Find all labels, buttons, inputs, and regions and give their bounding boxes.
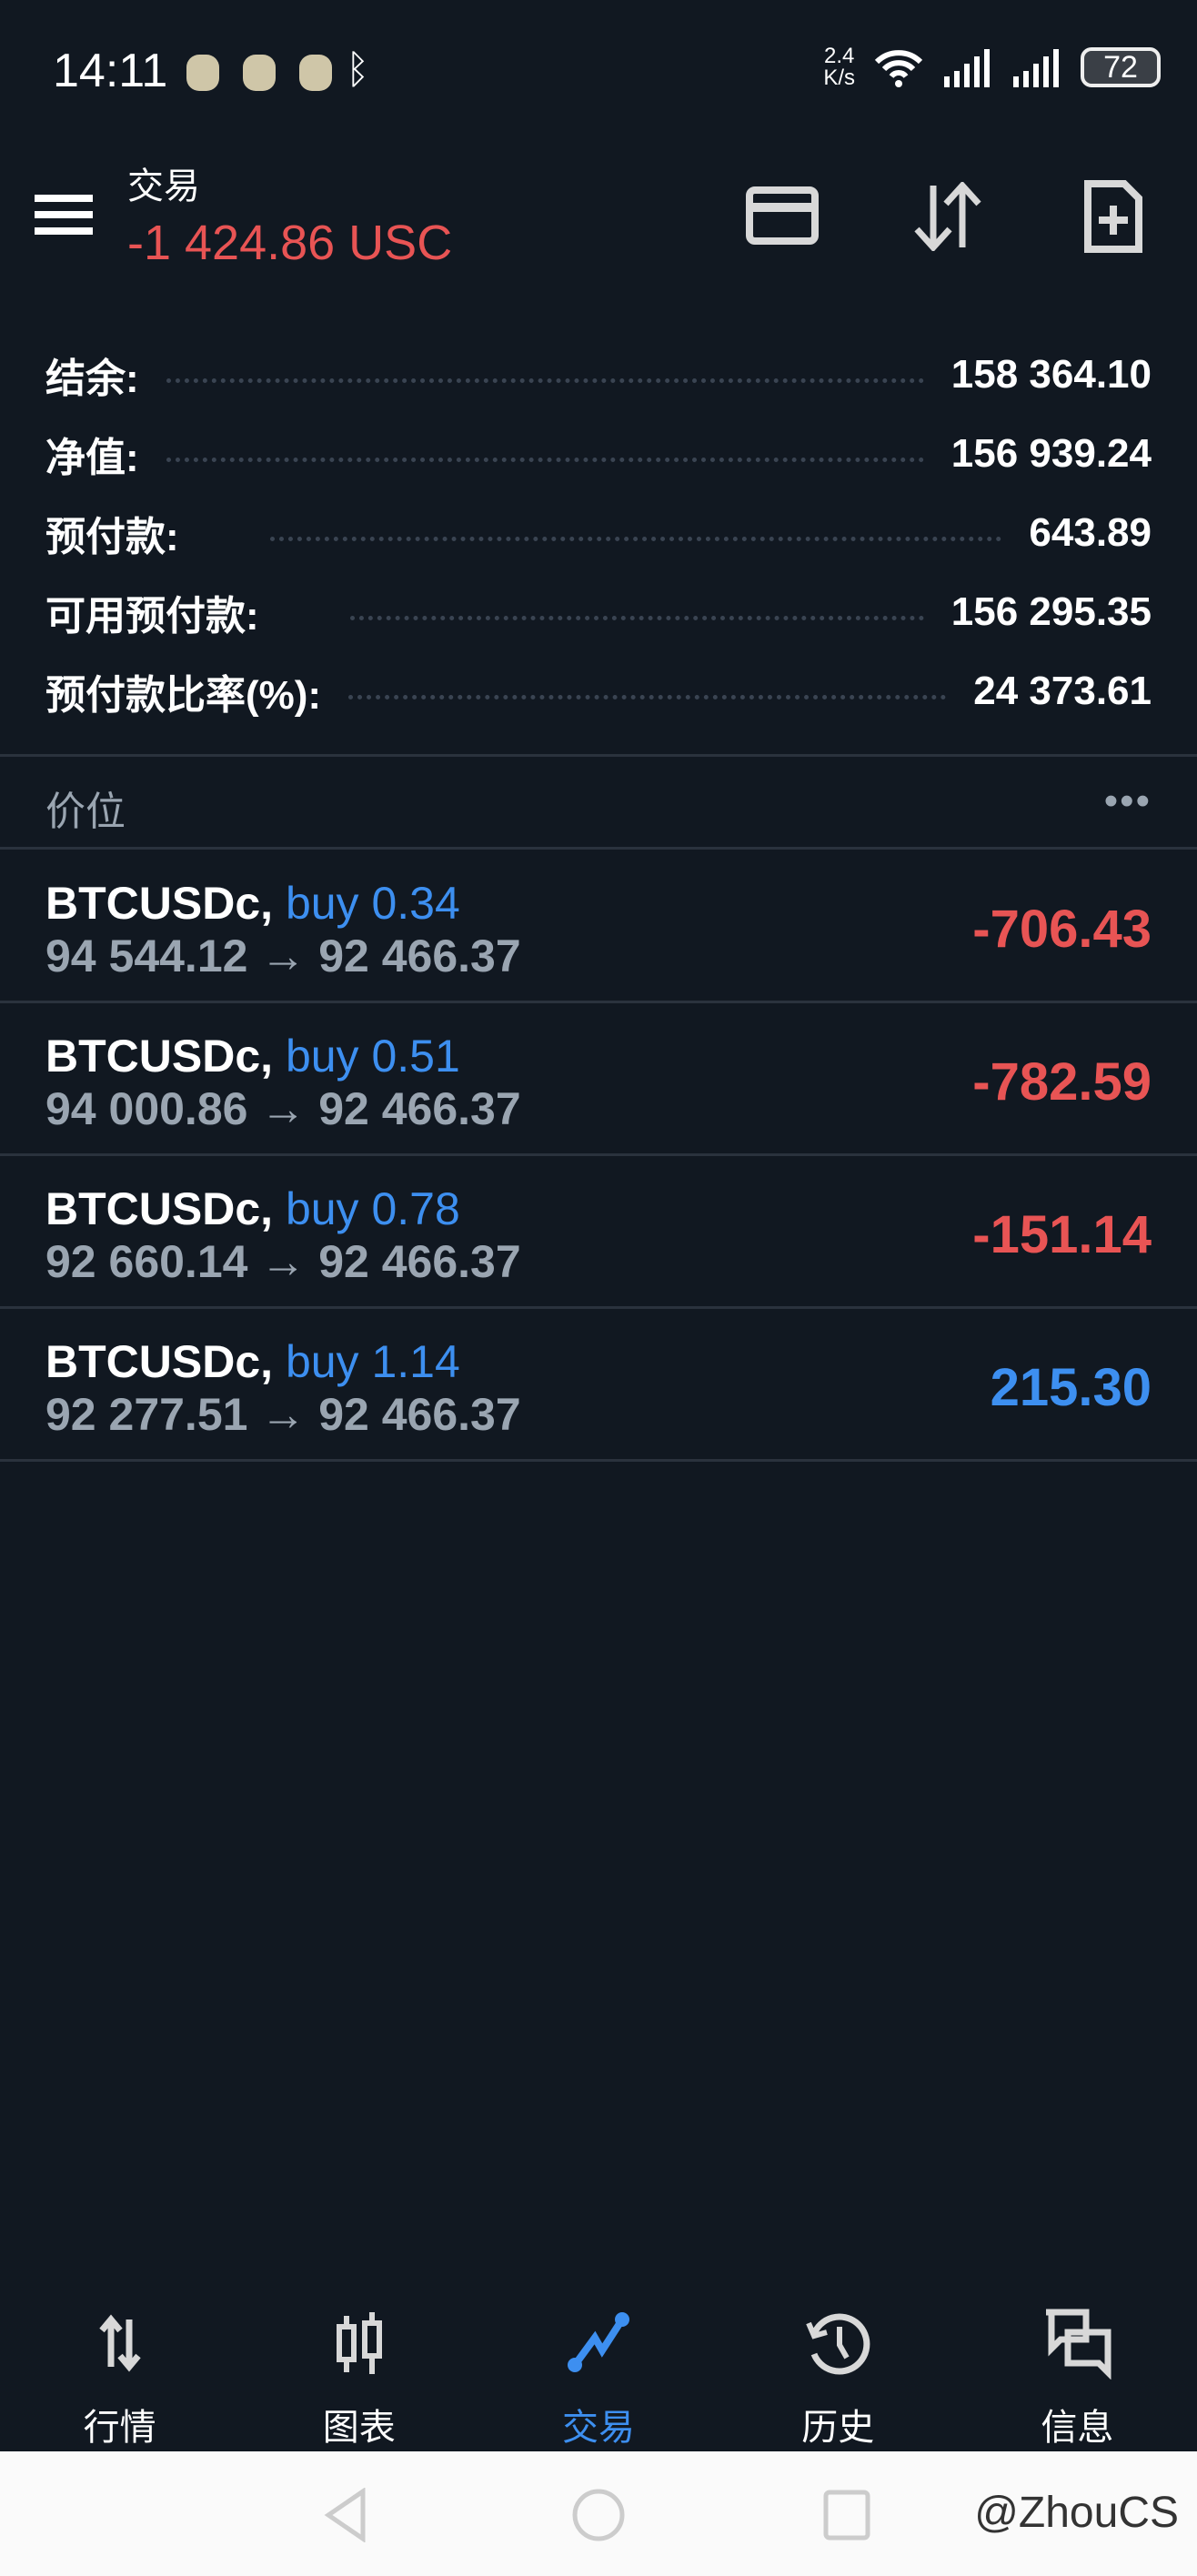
value: 24 373.61 xyxy=(973,669,1152,713)
position-row[interactable]: BTCUSDc, buy 0.78 92 660.14 → 92 466.37 … xyxy=(0,1155,1197,1308)
nav-label: 图表 xyxy=(322,2408,396,2448)
nav-messages[interactable]: 信息 xyxy=(958,2274,1197,2451)
symbol: BTCUSDc, xyxy=(45,1031,274,1082)
history-icon xyxy=(806,2313,870,2375)
value: 643.89 xyxy=(1029,510,1152,555)
label: 净值: xyxy=(45,436,139,480)
symbol: BTCUSDc, xyxy=(45,878,274,929)
nav-trade[interactable]: 交易 xyxy=(478,2274,718,2451)
label: 预付款比率(%): xyxy=(45,673,322,718)
bottom-nav: 行情 图表 交易 历史 信息 xyxy=(0,2274,1197,2451)
value: 158 364.10 xyxy=(951,352,1152,397)
total-profit: -1 424.86 USC xyxy=(127,216,453,270)
system-nav-bar xyxy=(0,2451,1197,2576)
profit: -706.43 xyxy=(972,900,1152,959)
back-icon[interactable] xyxy=(323,2488,368,2542)
side: buy 1.14 xyxy=(285,1336,460,1387)
value: 156 295.35 xyxy=(951,589,1152,634)
account-row-equity: 净值: 156 939.24 xyxy=(45,425,1152,483)
profit: -151.14 xyxy=(972,1205,1152,1264)
status-bar: 14:11 ᛒ 2.4 K/s 72 xyxy=(0,0,1197,136)
net-speed-value: 2.4 xyxy=(823,44,855,68)
candlestick-icon xyxy=(336,2312,382,2374)
nav-label: 交易 xyxy=(562,2408,635,2448)
divider xyxy=(0,1001,1197,1003)
divider xyxy=(0,754,1197,757)
battery-icon: 72 xyxy=(1081,47,1161,87)
nav-chart[interactable]: 图表 xyxy=(239,2274,478,2451)
watermark: @ZhouCS xyxy=(974,2489,1179,2537)
divider xyxy=(0,847,1197,850)
prices: 94 000.86 → 92 466.37 xyxy=(45,1083,521,1134)
position-title: BTCUSDc, buy 0.51 xyxy=(45,1030,460,1082)
net-speed: 2.4 K/s xyxy=(823,45,855,89)
notification-icon xyxy=(243,55,276,91)
profit: -782.59 xyxy=(972,1052,1152,1112)
home-icon[interactable] xyxy=(571,2488,626,2542)
position-title: BTCUSDc, buy 0.78 xyxy=(45,1182,460,1235)
account-row-free-margin: 可用预付款: 156 295.35 xyxy=(45,583,1152,641)
label: 预付款: xyxy=(45,515,179,559)
prices: 92 277.51 → 92 466.37 xyxy=(45,1389,521,1440)
divider xyxy=(0,1459,1197,1462)
positions-header: 价位 xyxy=(45,790,126,834)
page-title: 交易 xyxy=(127,166,200,206)
status-time: 14:11 xyxy=(53,45,168,97)
prices: 92 660.14 → 92 466.37 xyxy=(45,1236,521,1287)
profit: 215.30 xyxy=(990,1358,1152,1417)
more-icon[interactable]: ••• xyxy=(1103,779,1152,823)
nav-label: 行情 xyxy=(83,2408,156,2448)
nav-label: 信息 xyxy=(1041,2408,1114,2448)
notification-icon xyxy=(299,55,332,91)
account-row-margin-level: 预付款比率(%): 24 373.61 xyxy=(45,662,1152,720)
sort-icon[interactable] xyxy=(910,182,986,251)
divider xyxy=(0,1306,1197,1309)
signal-icon xyxy=(944,49,990,87)
label: 可用预付款: xyxy=(45,594,259,639)
menu-button[interactable] xyxy=(35,195,93,235)
divider xyxy=(0,1153,1197,1156)
new-order-icon[interactable] xyxy=(1082,178,1144,255)
wifi-icon xyxy=(874,50,923,87)
nav-label: 历史 xyxy=(801,2408,875,2448)
account-row-margin: 预付款: 643.89 xyxy=(45,504,1152,562)
symbol: BTCUSDc, xyxy=(45,1183,274,1234)
recents-icon[interactable] xyxy=(823,2490,870,2541)
bluetooth-icon: ᛒ xyxy=(346,47,370,92)
chat-icon xyxy=(1046,2309,1112,2380)
position-title: BTCUSDc, buy 1.14 xyxy=(45,1335,460,1388)
nav-quotes[interactable]: 行情 xyxy=(0,2274,239,2451)
position-title: BTCUSDc, buy 0.34 xyxy=(45,877,460,930)
side: buy 0.34 xyxy=(285,878,460,929)
value: 156 939.24 xyxy=(951,431,1152,476)
net-speed-unit: K/s xyxy=(823,65,855,90)
prices: 94 544.12 → 92 466.37 xyxy=(45,931,521,981)
position-row[interactable]: BTCUSDc, buy 1.14 92 277.51 → 92 466.37 … xyxy=(0,1308,1197,1461)
position-row[interactable]: BTCUSDc, buy 0.51 94 000.86 → 92 466.37 … xyxy=(0,1002,1197,1155)
account-row-balance: 结余: 158 364.10 xyxy=(45,346,1152,404)
side: buy 0.78 xyxy=(285,1183,460,1234)
label: 结余: xyxy=(45,357,139,401)
trade-line-icon xyxy=(568,2312,629,2372)
signal-icon xyxy=(1013,49,1059,87)
side: buy 0.51 xyxy=(285,1031,460,1082)
card-icon[interactable] xyxy=(746,186,819,245)
position-row[interactable]: BTCUSDc, buy 0.34 94 544.12 → 92 466.37 … xyxy=(0,850,1197,1002)
arrows-up-down-icon xyxy=(98,2314,141,2372)
nav-history[interactable]: 历史 xyxy=(719,2274,958,2451)
symbol: BTCUSDc, xyxy=(45,1336,274,1387)
notification-icon xyxy=(186,55,219,91)
